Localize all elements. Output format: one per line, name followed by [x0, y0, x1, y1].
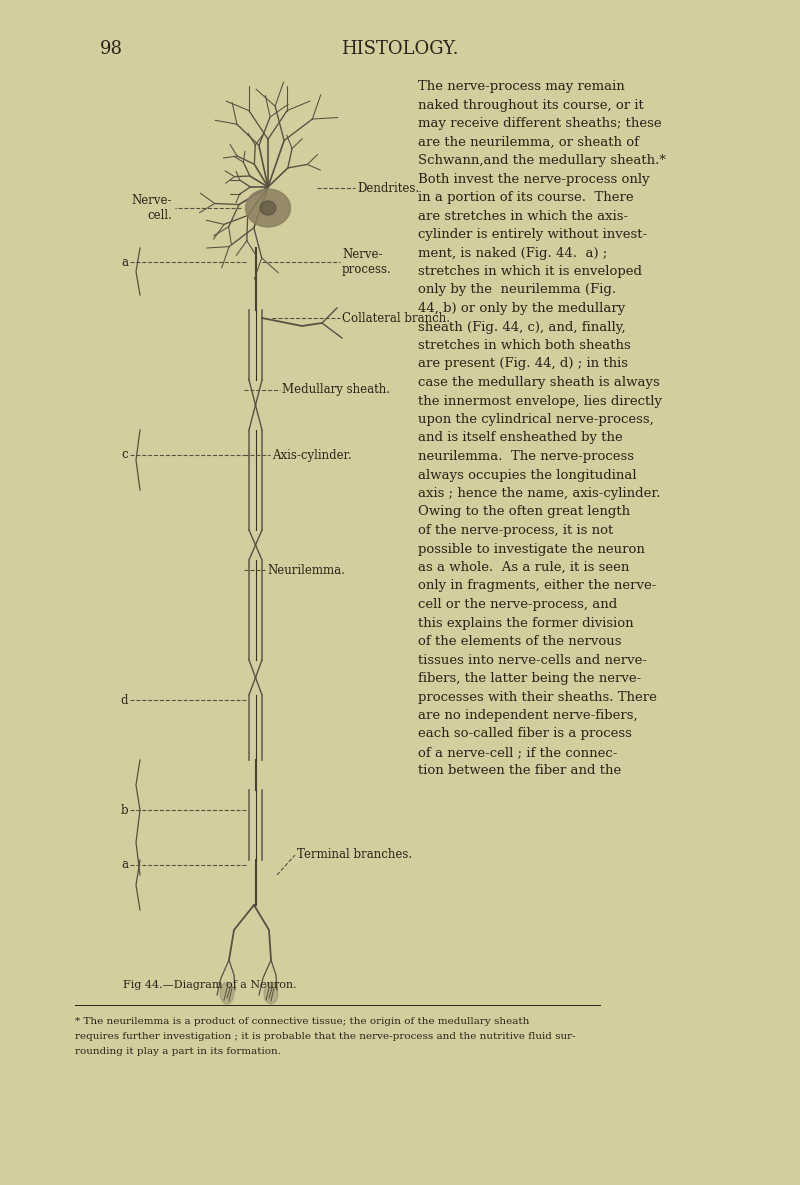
- Text: neurilemma.  The nerve-process: neurilemma. The nerve-process: [418, 450, 634, 463]
- Text: are the neurilemma, or sheath of: are the neurilemma, or sheath of: [418, 135, 639, 148]
- Text: are stretches in which the axis-: are stretches in which the axis-: [418, 210, 628, 223]
- Text: * The neurilemma is a product of connective tissue; the origin of the medullary : * The neurilemma is a product of connect…: [75, 1017, 530, 1026]
- Text: Nerve-
process.: Nerve- process.: [342, 248, 392, 276]
- Text: Axis-cylinder.: Axis-cylinder.: [272, 448, 352, 461]
- Text: naked throughout its course, or it: naked throughout its course, or it: [418, 98, 644, 111]
- Text: of a nerve-cell ; if the connec-: of a nerve-cell ; if the connec-: [418, 747, 618, 760]
- Text: of the elements of the nervous: of the elements of the nervous: [418, 635, 622, 648]
- Text: may receive different sheaths; these: may receive different sheaths; these: [418, 117, 662, 130]
- Text: case the medullary sheath is always: case the medullary sheath is always: [418, 376, 660, 389]
- Text: of the nerve-process, it is not: of the nerve-process, it is not: [418, 524, 614, 537]
- Text: stretches in which both sheaths: stretches in which both sheaths: [418, 339, 630, 352]
- Text: sheath (Fig. 44, c), and, finally,: sheath (Fig. 44, c), and, finally,: [418, 320, 626, 333]
- Text: Medullary sheath.: Medullary sheath.: [282, 384, 390, 397]
- Text: each so-called fiber is a process: each so-called fiber is a process: [418, 728, 632, 741]
- Text: axis ; hence the name, axis-cylinder.: axis ; hence the name, axis-cylinder.: [418, 487, 661, 500]
- Text: tion between the fiber and the: tion between the fiber and the: [418, 764, 622, 777]
- Text: cylinder is entirely without invest-: cylinder is entirely without invest-: [418, 228, 647, 241]
- Text: processes with their sheaths. There: processes with their sheaths. There: [418, 691, 657, 704]
- Text: The nerve-process may remain: The nerve-process may remain: [418, 81, 625, 92]
- Text: requires further investigation ; it is probable that the nerve-process and the n: requires further investigation ; it is p…: [75, 1032, 576, 1040]
- Text: a: a: [121, 256, 128, 269]
- Text: ment, is naked (Fig. 44.  a) ;: ment, is naked (Fig. 44. a) ;: [418, 246, 607, 260]
- Ellipse shape: [220, 982, 234, 1004]
- Text: in a portion of its course.  There: in a portion of its course. There: [418, 191, 634, 204]
- Text: only by the  neurilemma (Fig.: only by the neurilemma (Fig.: [418, 283, 616, 296]
- Text: always occupies the longitudinal: always occupies the longitudinal: [418, 468, 637, 481]
- Text: tissues into nerve-cells and nerve-: tissues into nerve-cells and nerve-: [418, 653, 647, 666]
- Text: this explains the former division: this explains the former division: [418, 616, 634, 629]
- Text: Owing to the often great length: Owing to the often great length: [418, 506, 630, 519]
- Text: Fig 44.—Diagram of a Neuron.: Fig 44.—Diagram of a Neuron.: [123, 980, 297, 989]
- Text: HISTOLOGY.: HISTOLOGY.: [342, 40, 458, 58]
- Text: rounding it play a part in its formation.: rounding it play a part in its formation…: [75, 1048, 281, 1056]
- Text: d: d: [121, 693, 128, 706]
- Text: a: a: [121, 858, 128, 871]
- Text: 98: 98: [100, 40, 123, 58]
- Text: 44, b) or only by the medullary: 44, b) or only by the medullary: [418, 302, 626, 315]
- Text: are present (Fig. 44, d) ; in this: are present (Fig. 44, d) ; in this: [418, 358, 628, 371]
- Text: Both invest the nerve-process only: Both invest the nerve-process only: [418, 173, 650, 186]
- Text: as a whole.  As a rule, it is seen: as a whole. As a rule, it is seen: [418, 561, 630, 574]
- Text: Schwann,and the medullary sheath.*: Schwann,and the medullary sheath.*: [418, 154, 666, 167]
- Text: upon the cylindrical nerve-process,: upon the cylindrical nerve-process,: [418, 414, 654, 425]
- Text: possible to investigate the neuron: possible to investigate the neuron: [418, 543, 645, 556]
- Text: c: c: [122, 448, 128, 461]
- Ellipse shape: [246, 188, 290, 228]
- Text: Nerve-
cell.: Nerve- cell.: [131, 194, 172, 222]
- Ellipse shape: [260, 201, 276, 214]
- Text: stretches in which it is enveloped: stretches in which it is enveloped: [418, 265, 642, 278]
- Text: Collateral branch.: Collateral branch.: [342, 312, 450, 325]
- Text: cell or the nerve-process, and: cell or the nerve-process, and: [418, 598, 618, 611]
- Text: Terminal branches.: Terminal branches.: [297, 848, 412, 861]
- Text: fibers, the latter being the nerve-: fibers, the latter being the nerve-: [418, 672, 642, 685]
- Text: Neurilemma.: Neurilemma.: [267, 564, 345, 576]
- Text: the innermost envelope, lies directly: the innermost envelope, lies directly: [418, 395, 662, 408]
- Text: b: b: [120, 803, 128, 816]
- Ellipse shape: [264, 982, 278, 1004]
- Text: Dendrites.: Dendrites.: [357, 181, 419, 194]
- Text: and is itself ensheathed by the: and is itself ensheathed by the: [418, 431, 622, 444]
- Text: only in fragments, either the nerve-: only in fragments, either the nerve-: [418, 579, 656, 592]
- Text: are no independent nerve-fibers,: are no independent nerve-fibers,: [418, 709, 638, 722]
